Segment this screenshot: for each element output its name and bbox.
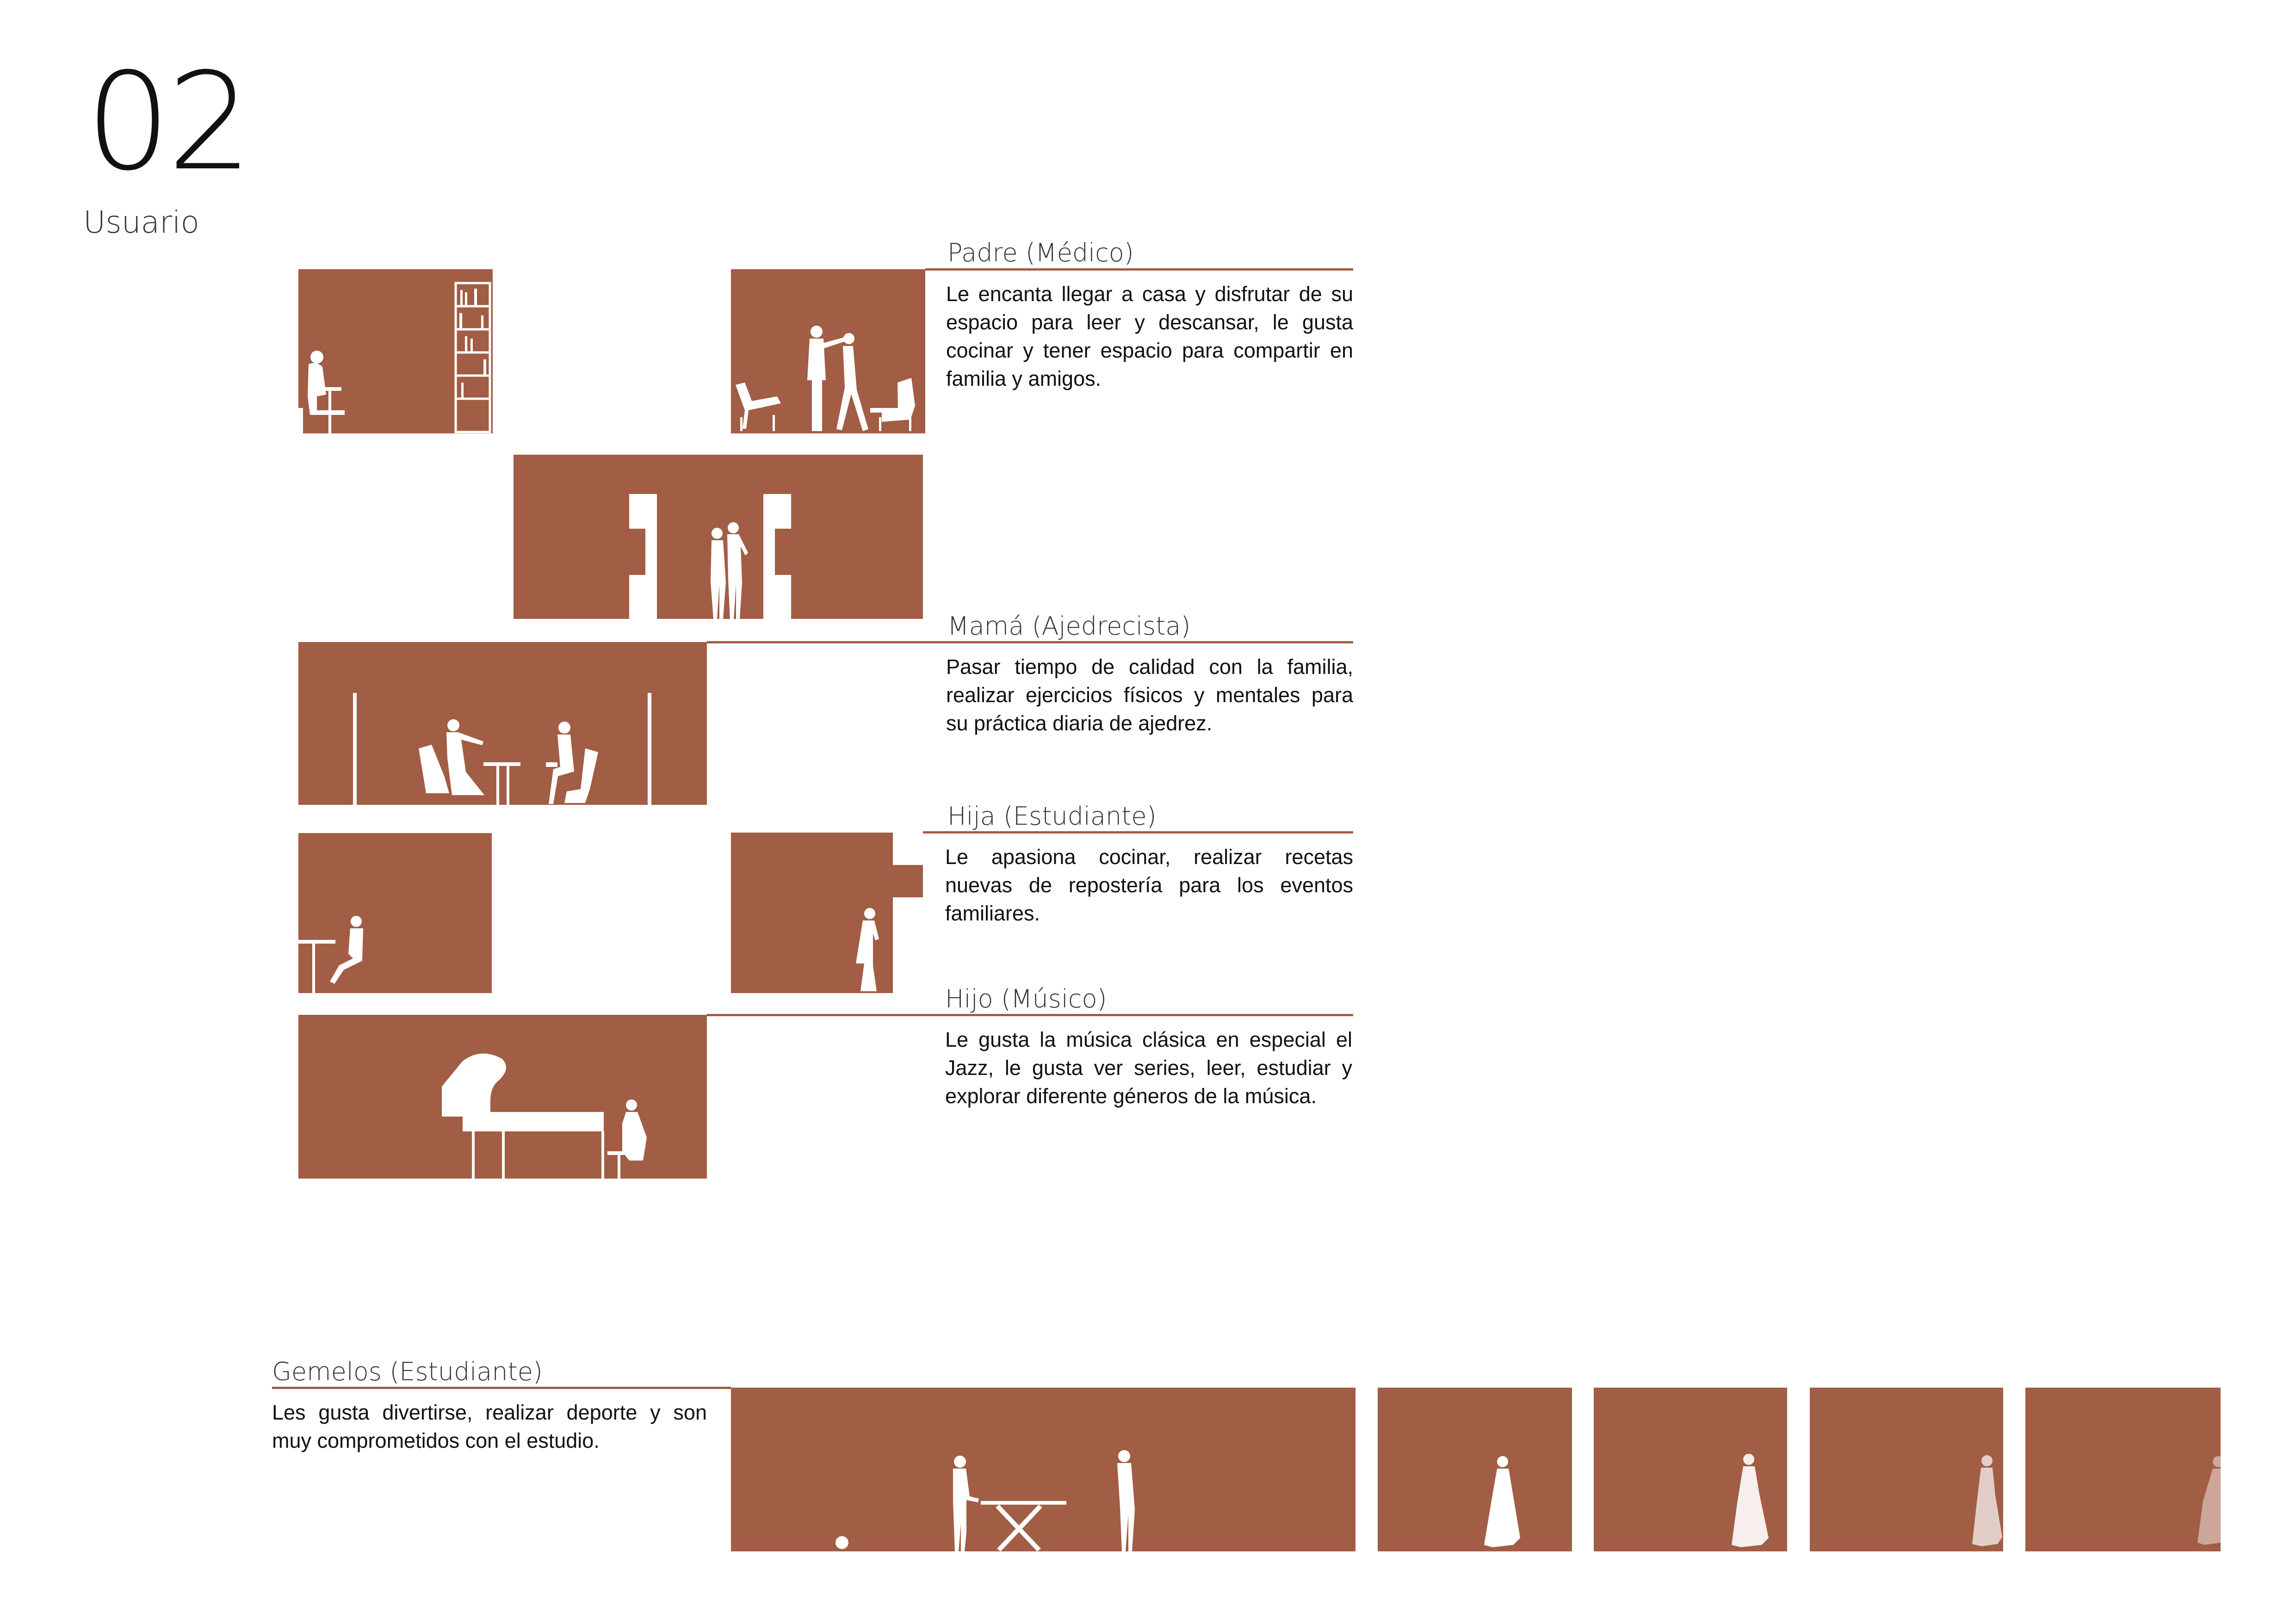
son-rule [707, 1014, 1353, 1016]
son-heading: Hijo (Músico) [945, 984, 1107, 1013]
walking-figure-icon [1972, 1455, 2002, 1546]
father-description: Le encanta llegar a casa y disfrutar de … [946, 282, 1353, 390]
mother-rule [707, 641, 1353, 643]
twins-pingpong-illustration [731, 1388, 1355, 1551]
walking-figure-icon [1484, 1456, 1520, 1547]
couple-figures-icon [629, 494, 791, 619]
daughter-description: Le apasiona cocinar, realizar recetas nu… [945, 845, 1353, 925]
piano-figure-icon [442, 1053, 647, 1179]
twins-walk-frame-2 [1594, 1388, 1787, 1551]
son-piano-illustration [298, 1015, 707, 1179]
daughter-sitting-illustration [298, 831, 492, 993]
twins-walk-frame-3 [1810, 1388, 2003, 1551]
twins-rule [272, 1387, 731, 1389]
couple-kitchen-illustration [514, 455, 923, 619]
twins-heading: Gemelos (Estudiante) [272, 1357, 543, 1386]
cooking-figure-icon [856, 833, 923, 993]
chess-figures-icon [353, 693, 651, 805]
daughter-rule [923, 831, 1353, 834]
daughter-kitchen-illustration [731, 833, 923, 993]
mother-chess-illustration [298, 642, 707, 805]
walking-figure-icon [1732, 1454, 1769, 1547]
pingpong-figures-icon [836, 1450, 1135, 1551]
sitting-figure-icon [298, 831, 492, 993]
mother-heading: Mamá (Ajedrecista) [947, 611, 1191, 641]
page-title: Usuario [83, 204, 199, 240]
father-rule [925, 268, 1353, 271]
friends-figures-icon [736, 326, 915, 431]
walking-figure-icon [2197, 1456, 2221, 1545]
twins-walk-frame-4 [2025, 1388, 2221, 1551]
reading-figure-icon [298, 282, 491, 433]
twins-walk-frame-1 [1378, 1388, 1572, 1551]
twins-description: Les gusta divertirse, realizar deporte y… [272, 1401, 707, 1452]
son-description: Le gusta la música clásica en especial e… [945, 1028, 1352, 1108]
father-heading: Padre (Médico) [947, 238, 1134, 267]
page-number: 02 [86, 44, 253, 200]
father-friends-illustration [731, 269, 925, 433]
daughter-heading: Hija (Estudiante) [947, 802, 1157, 831]
father-reading-illustration [298, 269, 493, 433]
mother-description: Pasar tiempo de calidad con la familia, … [946, 655, 1353, 735]
